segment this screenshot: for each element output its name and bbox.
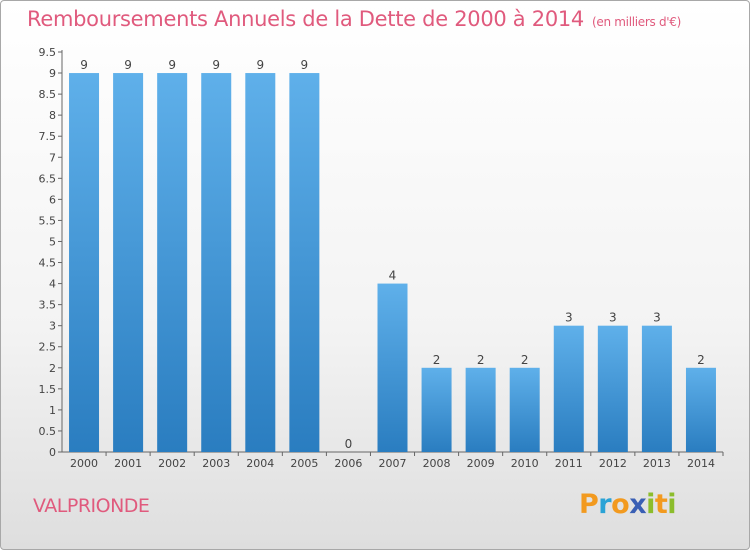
y-tick-label: 4 [49, 278, 56, 291]
bar-2012 [597, 325, 628, 452]
bar-2008 [421, 367, 452, 452]
x-tick-label-2007: 2007 [379, 457, 407, 470]
y-tick-label: 3.5 [39, 299, 57, 312]
y-tick-label: 9 [49, 67, 56, 80]
logo-letter: i [646, 489, 655, 520]
bar-2007 [377, 283, 408, 452]
data-label-2002: 9 [168, 58, 176, 72]
y-tick-label: 1 [49, 404, 56, 417]
x-tick-label-2010: 2010 [511, 457, 539, 470]
y-tick-label: 2.5 [39, 341, 57, 354]
y-tick-label: 0.5 [39, 425, 57, 438]
bar-2004 [245, 73, 276, 452]
y-tick-label: 0 [49, 446, 56, 459]
data-label-2005: 9 [301, 58, 309, 72]
x-tick-label-2014: 2014 [687, 457, 715, 470]
x-tick-label-2003: 2003 [202, 457, 230, 470]
place-name: VALPRIONDE [33, 495, 150, 517]
y-tick-label: 9.5 [39, 46, 57, 59]
data-label-2012: 3 [609, 311, 617, 325]
data-label-2014: 2 [697, 353, 705, 367]
bar-2003 [201, 73, 232, 452]
logo-letter: t [654, 489, 668, 520]
x-tick-label-2009: 2009 [467, 457, 495, 470]
x-tick-label-2000: 2000 [70, 457, 98, 470]
y-tick-label: 2 [49, 362, 56, 375]
data-label-2003: 9 [212, 58, 220, 72]
x-tick-label-2013: 2013 [643, 457, 671, 470]
data-label-2007: 4 [389, 269, 397, 283]
data-label-2004: 9 [256, 58, 264, 72]
bar-2011 [553, 325, 584, 452]
x-tick-label-2006: 2006 [334, 457, 362, 470]
y-tick-label: 8 [49, 109, 56, 122]
bar-2013 [641, 325, 672, 452]
logo-letter: i [667, 489, 677, 520]
data-label-2013: 3 [653, 311, 661, 325]
data-label-2011: 3 [565, 311, 573, 325]
logo-letter: x [629, 489, 647, 520]
data-label-2010: 2 [521, 353, 529, 367]
y-tick-label: 3 [49, 320, 56, 333]
data-label-2006: 0 [345, 437, 353, 451]
logo-letter: r [598, 489, 612, 520]
logo-letter: o [611, 489, 630, 520]
y-tick-label: 8.5 [39, 88, 57, 101]
chart-title-line: Remboursements Annuels de la Dette de 20… [27, 7, 681, 31]
y-tick-label: 6 [49, 193, 56, 206]
x-tick-label-2004: 2004 [246, 457, 274, 470]
x-tick-label-2005: 2005 [290, 457, 318, 470]
bar-2005 [289, 73, 320, 452]
x-tick-label-2002: 2002 [158, 457, 186, 470]
proxiti-logo[interactable]: Proxiti [579, 489, 677, 520]
bar-2010 [509, 367, 540, 452]
x-tick-label-2001: 2001 [114, 457, 142, 470]
y-tick-label: 5 [49, 235, 56, 248]
x-tick-label-2011: 2011 [555, 457, 583, 470]
data-label-2001: 9 [124, 58, 132, 72]
bar-2002 [157, 73, 188, 452]
y-tick-label: 6.5 [39, 172, 57, 185]
logo-letter: P [579, 489, 599, 520]
y-tick-label: 5.5 [39, 214, 57, 227]
y-tick-label: 1.5 [39, 383, 57, 396]
chart-title: Remboursements Annuels de la Dette de 20… [27, 7, 584, 31]
x-tick-label-2012: 2012 [599, 457, 627, 470]
bar-2001 [113, 73, 144, 452]
bar-2014 [685, 367, 716, 452]
bar-2009 [465, 367, 496, 452]
data-label-2008: 2 [433, 353, 441, 367]
chart-subtitle: (en milliers d'€) [592, 15, 682, 29]
y-tick-label: 4.5 [39, 257, 57, 270]
y-tick-label: 7.5 [39, 130, 57, 143]
data-label-2000: 9 [80, 58, 88, 72]
y-tick-label: 7 [49, 151, 56, 164]
data-label-2009: 2 [477, 353, 485, 367]
x-tick-label-2008: 2008 [423, 457, 451, 470]
bar-2000 [69, 73, 100, 452]
